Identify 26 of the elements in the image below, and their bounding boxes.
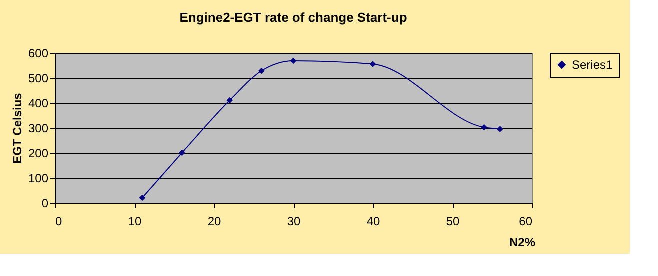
point — [179, 150, 186, 156]
x-axis-title: N2% — [509, 236, 536, 250]
x-tick-label: 30 — [287, 214, 301, 228]
chart-title: Engine2-EGT rate of change Start-up — [180, 10, 408, 25]
point — [290, 58, 297, 64]
y-tick-label: 300 — [28, 122, 49, 136]
point — [226, 97, 234, 104]
point — [258, 68, 265, 74]
y-axis-title: EGT Celsius — [10, 92, 24, 164]
point — [497, 126, 504, 132]
y-tick-label: 500 — [28, 72, 49, 86]
x-tick-label: 40 — [366, 214, 380, 228]
x-tick-label: 20 — [208, 214, 222, 228]
y-tick-label: 200 — [28, 146, 49, 160]
y-tick-label: 100 — [28, 172, 49, 186]
x-tick-label: 50 — [446, 214, 460, 228]
point — [139, 194, 146, 202]
y-tick-label: 600 — [28, 46, 49, 60]
point — [370, 61, 376, 68]
x-tick-label: 0 — [56, 214, 62, 228]
point — [481, 124, 488, 131]
x-tick-label: 10 — [128, 214, 142, 228]
x-tick-label: 60 — [519, 214, 533, 228]
legend-label: Series1 — [572, 58, 614, 72]
y-tick-label: 0 — [42, 196, 49, 210]
y-tick-label: 400 — [28, 96, 49, 110]
